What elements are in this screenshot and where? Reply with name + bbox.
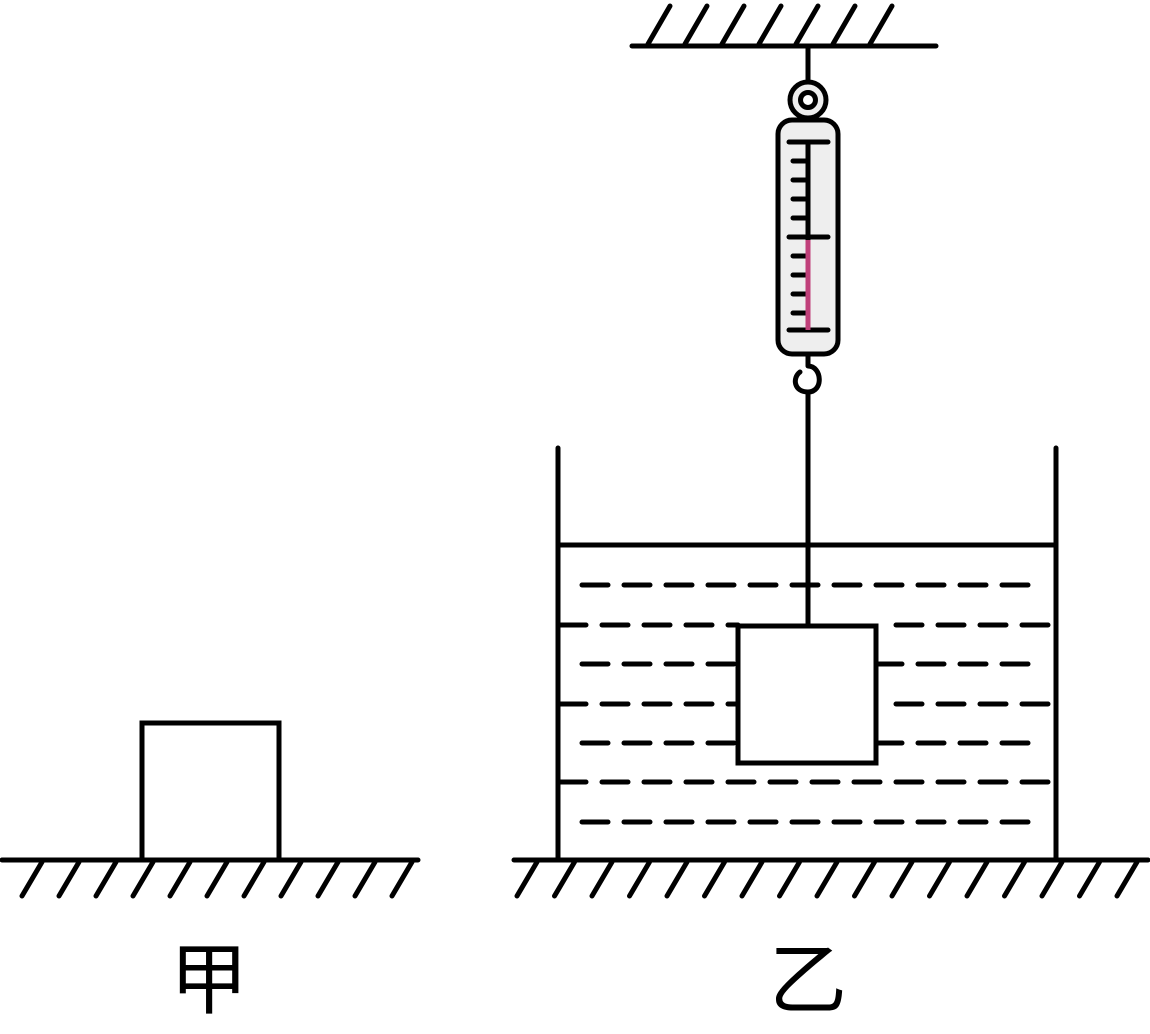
ground-left	[0, 857, 421, 899]
hatch-stroke	[1002, 859, 1027, 899]
hatch-stroke	[830, 3, 858, 47]
hatch-stroke	[793, 3, 821, 47]
hatch-stroke	[964, 859, 990, 899]
hatch-stroke	[1114, 859, 1140, 899]
block-on-ground	[139, 720, 282, 863]
ground-right-hatching	[514, 859, 1140, 899]
hatch-stroke	[315, 859, 341, 899]
ceiling-hatching	[645, 3, 895, 47]
hatch-stroke	[889, 859, 915, 899]
ground-left-hatching	[19, 859, 415, 899]
hatch-stroke	[927, 859, 952, 899]
hatch-stroke	[682, 3, 710, 47]
hatch-stroke	[645, 3, 673, 47]
figure-label-jia: 甲	[169, 936, 249, 1026]
figure-jia	[0, 720, 421, 899]
figure-yi	[511, 3, 1150, 899]
spring-scale	[775, 79, 841, 395]
hatch-stroke	[552, 859, 577, 899]
hatch-stroke	[514, 859, 540, 899]
hatch-stroke	[167, 859, 193, 899]
hatch-stroke	[739, 859, 765, 899]
ceiling	[629, 3, 939, 49]
submerged-block	[735, 623, 879, 766]
hatch-stroke	[852, 859, 877, 899]
hatch-stroke	[589, 859, 615, 899]
hatch-stroke	[278, 859, 304, 899]
hatch-stroke	[867, 3, 895, 47]
hatch-stroke	[814, 859, 840, 899]
hatch-stroke	[1077, 859, 1102, 899]
hatch-stroke	[93, 859, 119, 899]
hatch-stroke	[627, 859, 652, 899]
figure-label-yi: 乙	[768, 936, 848, 1026]
hatch-stroke	[241, 859, 267, 899]
hatch-stroke	[352, 859, 378, 899]
scale-hook	[792, 351, 822, 395]
scale-ring-inner	[798, 90, 818, 110]
hatch-stroke	[204, 859, 230, 899]
hatch-stroke	[777, 859, 802, 899]
hatch-stroke	[1039, 859, 1065, 899]
hatch-stroke	[56, 859, 82, 899]
liquid-dashes	[557, 582, 1051, 825]
hatch-stroke	[719, 3, 747, 47]
hatch-stroke	[702, 859, 727, 899]
hatch-stroke	[756, 3, 784, 47]
container	[555, 445, 1059, 863]
hatch-stroke	[664, 859, 690, 899]
hatch-stroke	[389, 859, 415, 899]
hatch-stroke	[130, 859, 156, 899]
ground-right	[511, 857, 1150, 899]
hatch-stroke	[19, 859, 45, 899]
